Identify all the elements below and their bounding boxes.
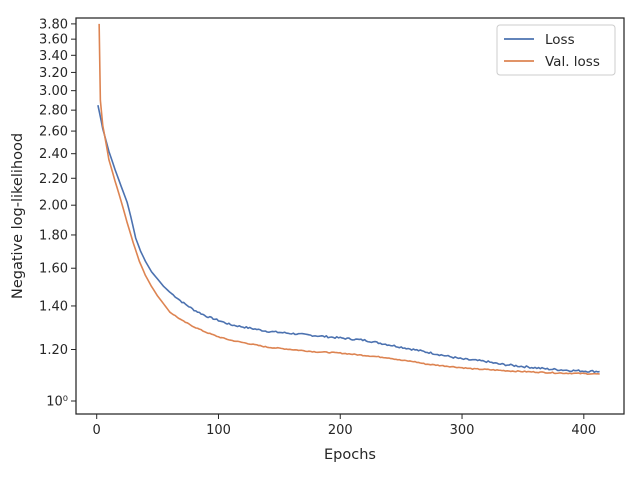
series-line-loss: [97, 104, 600, 374]
legend-label: Loss: [545, 32, 575, 48]
y-tick-label: 3.20: [39, 66, 68, 81]
y-tick-label: 2.60: [39, 125, 68, 140]
x-tick-label: 300: [450, 423, 475, 438]
y-tick-label: 1.80: [39, 228, 68, 243]
y-tick-label: 3.80: [39, 17, 68, 32]
x-axis-ticks: 0 100 200 300 400: [93, 414, 596, 438]
y-tick-label: 1.60: [39, 262, 68, 277]
y-axis-ticks: 10⁰ 1.20 1.40 1.60 1.80 2.00 2.20 2.40 2.60 2.80 3…: [39, 17, 76, 409]
legend-label: Val. loss: [545, 54, 600, 70]
plot-lines: [97, 23, 600, 375]
y-tick-label: 10⁰: [46, 394, 68, 409]
y-tick-label: 1.40: [39, 299, 68, 314]
y-tick-label: 2.40: [39, 147, 68, 162]
x-tick-label: 0: [93, 423, 101, 438]
y-tick-label: 2.20: [39, 172, 68, 187]
series-line-val-loss: [98, 23, 600, 375]
y-tick-label: 2.80: [39, 104, 68, 119]
y-tick-label: 2.00: [39, 199, 68, 214]
legend-box: [496, 24, 616, 76]
y-tick-label: 3.00: [39, 84, 68, 99]
x-tick-label: 100: [206, 423, 231, 438]
y-axis-label: Negative log-likelihood: [10, 133, 26, 299]
plot-frame: [75, 17, 625, 415]
x-tick-label: 200: [328, 423, 353, 438]
x-axis-label: Epochs: [324, 447, 376, 463]
y-tick-label: 3.60: [39, 33, 68, 48]
y-tick-label: 3.40: [39, 49, 68, 64]
x-tick-label: 400: [571, 423, 596, 438]
legend: Loss Val. loss: [496, 24, 616, 76]
y-tick-label: 1.20: [39, 343, 68, 358]
